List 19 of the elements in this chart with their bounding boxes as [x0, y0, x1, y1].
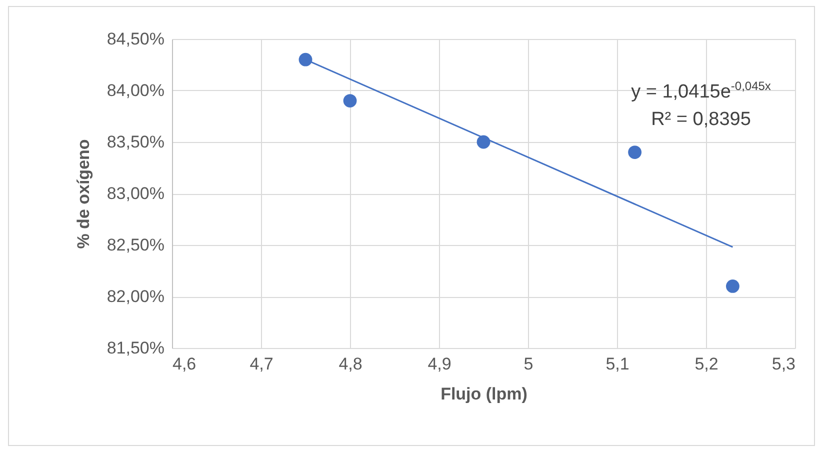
- y-tick-label: 84,00%: [106, 81, 164, 100]
- y-axis-title: % de oxígeno: [74, 139, 93, 249]
- annotation: y = 1,0415e$^{-0,045x}$: [631, 79, 771, 104]
- y-tick-label: 83,50%: [106, 132, 164, 152]
- y-tick-label: 82,00%: [106, 287, 164, 306]
- x-tick-label: 5,3: [772, 354, 796, 374]
- x-axis-title: Flujo (lpm): [440, 384, 528, 404]
- x-tick-label: 4,6: [172, 354, 196, 374]
- y-tick-label: 82,50%: [106, 236, 164, 254]
- annotation: R² = 0,8395: [651, 109, 751, 131]
- x-tick-label: 4,7: [250, 354, 274, 374]
- x-tick-label: 5,1: [606, 354, 630, 374]
- y-tick-label: 84,50%: [106, 30, 164, 48]
- y-tick-label: 83,00%: [106, 184, 164, 203]
- x-tick-label: 5,2: [694, 354, 718, 374]
- x-tick-label: 4,8: [338, 354, 362, 374]
- y-tick-label: 81,50%: [106, 338, 164, 358]
- x-tick-label: 4,9: [428, 354, 452, 374]
- x-tick-label: 5: [524, 354, 534, 374]
